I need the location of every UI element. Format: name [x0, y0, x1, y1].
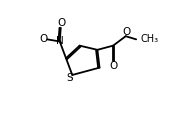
Text: N: N — [56, 36, 64, 47]
Text: S: S — [66, 73, 73, 83]
Text: O: O — [109, 61, 117, 71]
Text: CH₃: CH₃ — [140, 34, 158, 44]
Text: O: O — [122, 27, 130, 37]
Text: O: O — [57, 18, 65, 28]
Text: O: O — [39, 34, 48, 44]
